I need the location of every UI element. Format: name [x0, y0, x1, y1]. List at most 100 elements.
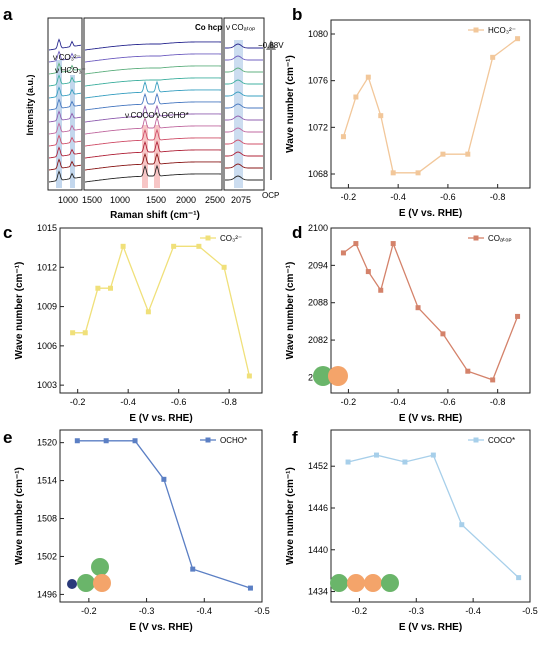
- d-legend-label: COₐₜₒₚ: [488, 234, 512, 243]
- d-legend-marker: [473, 235, 479, 241]
- atom-4: [381, 574, 399, 592]
- c-xtick-0: -0.2: [70, 397, 86, 407]
- d-point-6: [440, 331, 446, 337]
- a-xtick-5: 2500: [205, 195, 225, 205]
- e-x-axis-label: E (V vs. RHE): [129, 622, 192, 633]
- d-point-7: [465, 368, 471, 374]
- spectrum-4-segment-2: [84, 116, 221, 135]
- d-plot-frame: [330, 227, 531, 394]
- spectrum-6-segment-1: [48, 98, 82, 111]
- d-point-5: [415, 305, 421, 311]
- f-ytick-0: 1434: [308, 587, 328, 597]
- segment-frame-1: [47, 17, 83, 191]
- c-atom-top: [91, 558, 109, 576]
- c-atom-left: [77, 574, 95, 592]
- d-point-8: [490, 377, 496, 383]
- c-xtick-2: -0.6: [171, 397, 187, 407]
- d-point-4: [390, 241, 396, 247]
- e-series-line: [77, 440, 251, 589]
- ocho-molecule-icon: [67, 558, 111, 592]
- panel-f-chart: 1434 1440 1446 1452 -0.2 -0.3 -0.4 -0.5 E (V vs.…: [285, 429, 538, 633]
- a-xtick-4: 2000: [176, 195, 196, 205]
- a-xtick-1: 1500: [82, 195, 102, 205]
- e-ytick-4: 1520: [37, 438, 57, 448]
- b-ytick-2: 1076: [308, 76, 328, 86]
- panel-d-chart: 20762082208820942100-0.2-0.4-0.6-0.8E (V…: [285, 223, 531, 424]
- f-ytick-2: 1446: [308, 503, 328, 513]
- spectrum-11-segment-2: [84, 41, 221, 51]
- d-ytick-2: 2088: [308, 298, 328, 308]
- spectrum-3-segment-3: [225, 139, 263, 145]
- coco-molecule-icon: [330, 574, 399, 592]
- c-point-8: [221, 264, 227, 270]
- b-point-6: [440, 151, 446, 157]
- d-series-line: [343, 241, 519, 381]
- c-point-1: [82, 330, 88, 336]
- spectrum-4-segment-1: [48, 122, 82, 135]
- c-point-6: [171, 243, 177, 249]
- panel-label-a: a: [3, 5, 13, 24]
- c-point-7: [196, 243, 202, 249]
- panel-label-f: f: [292, 428, 298, 447]
- b-legend-label: HCO₃²⁻: [488, 26, 516, 35]
- b-ytick-0: 1068: [308, 169, 328, 179]
- spectrum-1-segment-3: [225, 163, 263, 169]
- f-point-2: [402, 459, 408, 465]
- b-plot-frame: [330, 19, 531, 189]
- b-y-axis-label: Wave number (cm⁻¹): [285, 55, 296, 153]
- c-point-9: [246, 373, 252, 379]
- d-xtick-1: -0.4: [390, 397, 406, 407]
- f-legend-marker: [473, 437, 479, 443]
- a-xtick-3: 1500: [146, 195, 166, 205]
- spectrum-5-segment-3: [225, 115, 263, 121]
- panel-label-d: d: [292, 223, 302, 242]
- b-legend-marker: [473, 27, 479, 33]
- e-point-3: [161, 476, 167, 482]
- e-xtick-3: -0.5: [254, 606, 270, 616]
- spectrum-8-segment-3: [225, 79, 263, 85]
- c-x-axis-label: E (V vs. RHE): [129, 413, 192, 424]
- c-point-0: [70, 330, 76, 336]
- e-point-1: [103, 438, 109, 444]
- f-series-line: [347, 454, 520, 579]
- spectrum-4-segment-3: [225, 127, 263, 133]
- label-ocho: ν OCHO*: [156, 111, 189, 120]
- a-xtick-6: 2075: [231, 195, 251, 205]
- spectrum-5-segment-2: [84, 104, 221, 123]
- spectrum-10-segment-2: [84, 53, 221, 63]
- spectrum-1-segment-1: [48, 158, 82, 171]
- f-xtick-2: -0.4: [465, 606, 481, 616]
- spectrum-9-segment-3: [225, 67, 263, 73]
- e-point-0: [74, 438, 80, 444]
- spectrum-1-segment-2: [84, 152, 221, 171]
- c-ytick-4: 1015: [37, 223, 57, 233]
- e-point-4: [190, 566, 196, 572]
- panel-c-chart: 1003 1006 1009 1012 1015 -0.2 -0.4 -0.6 -0.8 E (V…: [14, 223, 263, 424]
- f-point-4: [459, 522, 465, 528]
- b-point-0: [340, 134, 346, 140]
- f-plot-frame: [330, 429, 531, 603]
- co-atop-molecule-icon: [313, 366, 348, 386]
- label-coatop: ν COₐₜₒₚ: [226, 23, 255, 32]
- n-atom: [67, 579, 77, 589]
- f-xtick-0: -0.2: [352, 606, 368, 616]
- spectrum-0-segment-1: [48, 170, 82, 183]
- spectrum-3-segment-2: [84, 128, 221, 147]
- d-ytick-3: 2094: [308, 260, 328, 270]
- b-point-3: [378, 113, 384, 119]
- c-ytick-3: 1012: [37, 262, 57, 272]
- b-point-2: [365, 74, 371, 80]
- f-ytick-3: 1452: [308, 461, 328, 471]
- f-xtick-1: -0.3: [409, 606, 425, 616]
- label-coco: ν COCO*: [125, 111, 158, 120]
- f-legend-label: COCO*: [488, 436, 515, 445]
- spectrum-5-segment-1: [48, 110, 82, 123]
- c-point-4: [120, 243, 126, 249]
- b-xtick-0: -0.2: [341, 192, 357, 202]
- spectrum-9-segment-2: [84, 65, 221, 75]
- e-plot-frame: [59, 429, 263, 603]
- b-xtick-2: -0.6: [440, 192, 456, 202]
- f-point-0: [345, 459, 351, 465]
- d-point-9: [515, 313, 521, 319]
- label-co3: ν CO₃²⁻: [53, 53, 81, 62]
